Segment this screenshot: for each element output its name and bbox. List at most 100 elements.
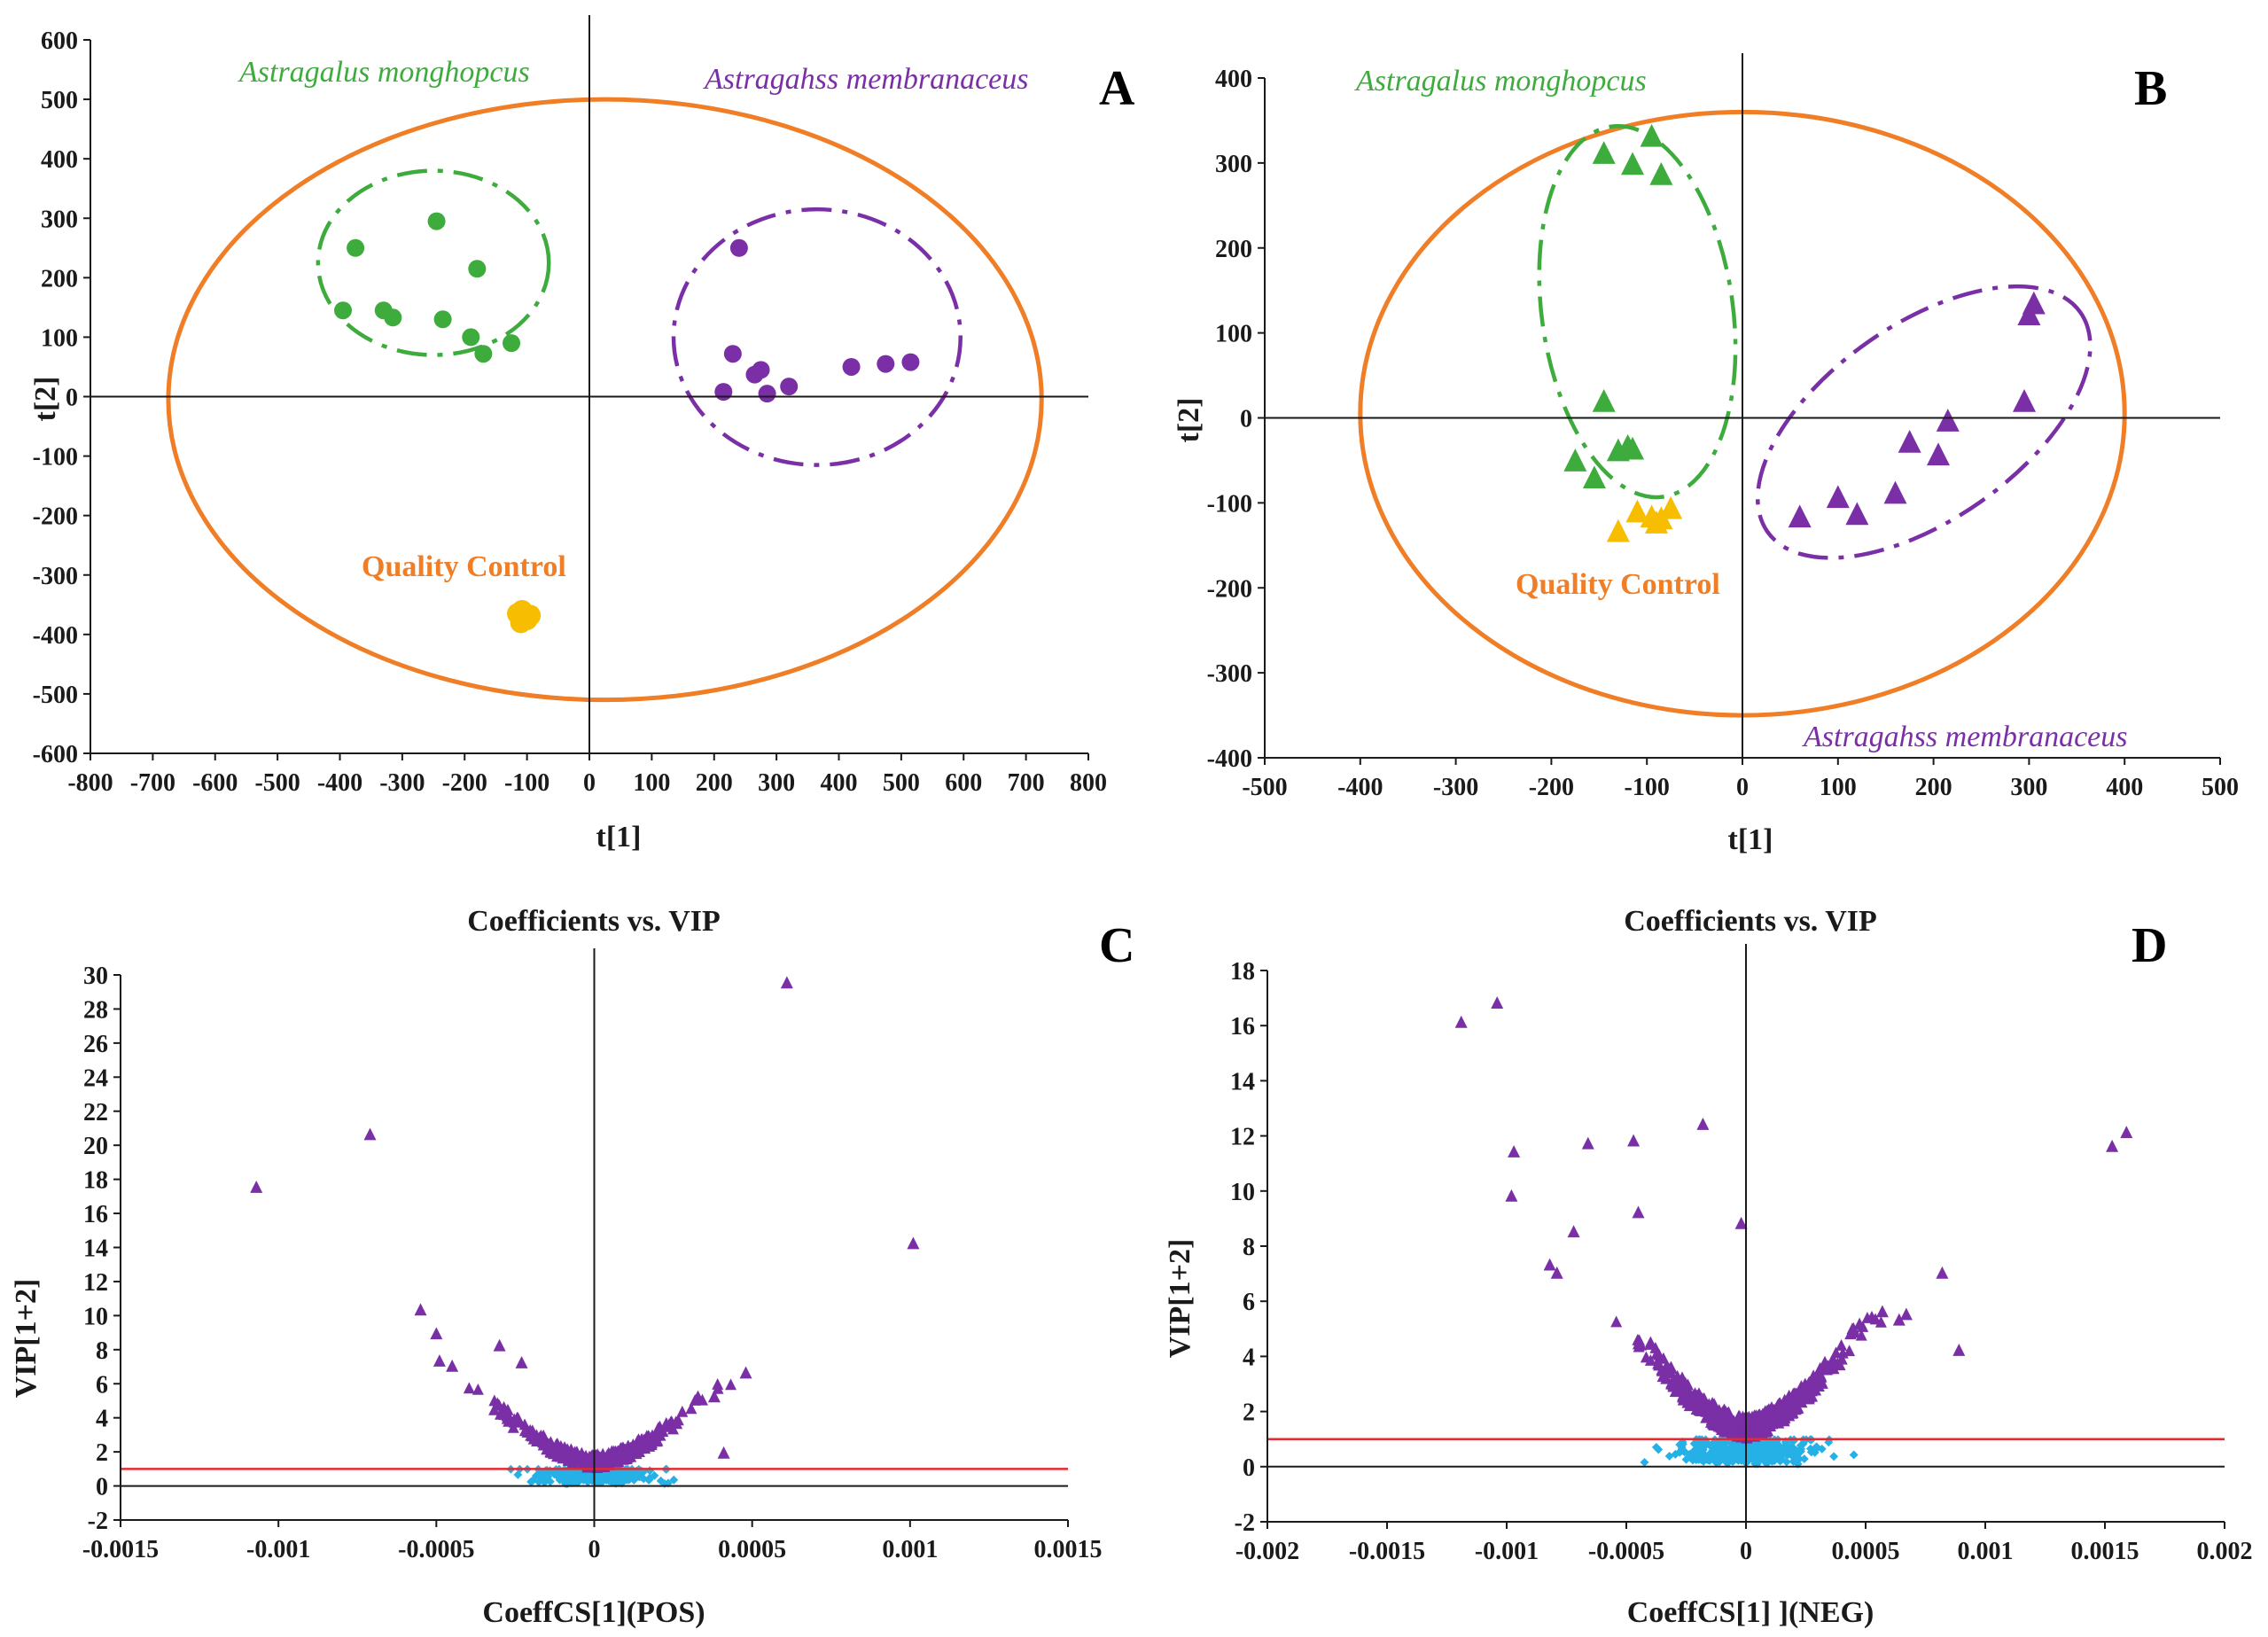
panel-A-y-tick-label: -300: [33, 563, 78, 590]
panel-C-point-purple: [633, 1446, 645, 1457]
panel-D-point-purple-outlier: [1454, 1015, 1468, 1028]
panel-B-point-green: [1592, 141, 1616, 164]
panel-D-point-purple: [1866, 1310, 1878, 1322]
panel-D-point-purple: [1814, 1361, 1827, 1374]
panel-D-point-cyan: [1776, 1454, 1786, 1463]
panel-C-x-tick-label: 0.0005: [718, 1536, 786, 1563]
panel-D-point-cyan: [1755, 1444, 1765, 1454]
panel-C-y-tick-label: 2: [96, 1439, 108, 1467]
panel-B-point-purple: [1788, 504, 1812, 528]
panel-D-point-purple: [1807, 1375, 1820, 1387]
panel-A-y-tick-label: 0: [66, 385, 78, 412]
panel-D-point-cyan: [1768, 1444, 1777, 1454]
panel-B-point-green: [1563, 448, 1587, 472]
panel-D-point-purple: [1773, 1397, 1786, 1409]
panel-C-y-tick-label: 26: [83, 1031, 108, 1058]
panel-D-x-tick-label: -0.0005: [1588, 1538, 1664, 1565]
panel-C-point-purple-outlier: [717, 1446, 730, 1459]
panel-C-point-purple: [513, 1415, 526, 1427]
panel-A-y-tick-label: -100: [33, 444, 78, 472]
panel-B-x-tick-label: -400: [1337, 774, 1383, 801]
panel-B-y-tick-label: 100: [1215, 321, 1252, 348]
panel-D-point-cyan: [1817, 1444, 1827, 1454]
panel-A-point-purple: [723, 345, 742, 363]
panel-A-x-tick-label: 300: [758, 769, 795, 797]
panel-D-point-purple: [1758, 1424, 1771, 1437]
panel-c-title: Coefficients vs. VIP: [467, 905, 721, 938]
panel-D-point-purple: [1785, 1405, 1797, 1417]
panel-C-point-purple-outlier: [430, 1327, 443, 1340]
panel-C-x-tick-label: 0: [588, 1536, 601, 1563]
panel-D-point-purple: [1789, 1398, 1801, 1410]
panel-C-point-purple-outlier: [739, 1366, 752, 1379]
panel-D-point-purple: [1765, 1407, 1778, 1420]
panel-a-letter: A: [1099, 61, 1135, 116]
panel-B-point-qc_yellow: [1606, 518, 1630, 542]
panel-D-point-cyan: [1685, 1449, 1695, 1459]
panel-A-point-purple: [780, 378, 799, 396]
panel-D-point-purple: [1874, 1315, 1887, 1328]
panel-C-point-purple: [542, 1438, 555, 1450]
panel-b-marks: [1358, 109, 2127, 718]
panel-D-point-purple-outlier: [1632, 1205, 1645, 1219]
panel-A-y-tick-label: 400: [41, 146, 78, 174]
panel-C-point-purple: [526, 1428, 538, 1440]
panel-A-y-tick-label: -600: [33, 741, 78, 768]
panel-C-point-cyan: [627, 1469, 637, 1478]
panel-C-y-tick-label: 0: [96, 1474, 108, 1501]
panel-C-point-cyan: [643, 1475, 653, 1485]
panel-C-point-purple-outlier: [493, 1338, 506, 1352]
panel-D-y-tick-label: 2: [1243, 1399, 1255, 1427]
panel-C-point-purple-outlier: [446, 1359, 459, 1372]
panel-b-group-label-green: Astragalus monghopcus: [1354, 65, 1647, 97]
panel-D-point-purple-outlier: [1627, 1134, 1641, 1147]
panel-D-point-purple: [1835, 1338, 1848, 1351]
panel-d-y-axis-label: VIP[1+2]: [1164, 1239, 1196, 1359]
panel-a-qc-label: Quality Control: [362, 550, 566, 583]
panel-B-point-purple: [1845, 502, 1869, 526]
panel-D-point-purple-outlier: [1899, 1307, 1913, 1321]
panel-D-point-cyan: [1687, 1455, 1697, 1465]
panel-C-point-cyan: [566, 1472, 576, 1482]
panel-D-point-purple: [1679, 1384, 1691, 1396]
panel-D-x-tick-label: 0.002: [2197, 1538, 2253, 1565]
panel-C-y-tick-label: 10: [83, 1303, 108, 1330]
panel-D-point-purple: [1853, 1317, 1866, 1329]
panel-d-title: Coefficients vs. VIP: [1624, 905, 1877, 938]
panel-D-y-tick-label: 14: [1230, 1068, 1255, 1095]
panel-B-point-purple: [1883, 480, 1907, 504]
panel-D-point-purple: [1799, 1380, 1812, 1392]
panel-c-letter: C: [1099, 918, 1134, 973]
panel-C-point-purple: [613, 1446, 626, 1458]
panel-D-point-cyan: [1675, 1447, 1685, 1457]
panel-A-x-tick-label: -500: [254, 769, 300, 797]
panel-D-point-purple: [1633, 1340, 1645, 1352]
panel-A-point-purple: [758, 385, 776, 403]
panel-B-x-tick-label: 500: [2202, 774, 2239, 801]
panel-D-point-purple-outlier: [2106, 1139, 2119, 1152]
panel-D-point-purple: [1819, 1355, 1831, 1368]
panel-D-x-tick-label: 0.001: [1958, 1538, 2014, 1565]
panel-B-point-qc_yellow: [1625, 499, 1649, 523]
panel-B-y-tick-label: 400: [1215, 66, 1252, 93]
panel-a-ticks: -600 -500 -400 -300 -200 -100 0 100 200 300 400 500…: [33, 15, 1107, 797]
panel-C-y-tick-label: 6: [96, 1371, 108, 1399]
panel-A-y-tick-label: 600: [41, 27, 78, 55]
panel-C-point-purple-outlier: [250, 1181, 263, 1193]
panel-C-point-purple: [725, 1378, 737, 1391]
panel-D-point-purple: [1721, 1407, 1734, 1420]
panel-B-y-tick-label: 0: [1240, 406, 1252, 433]
panel-D-point-purple-outlier: [1491, 996, 1504, 1009]
panel-B-x-tick-label: 400: [2106, 774, 2143, 801]
panel-D-x-tick-label: -0.0015: [1349, 1538, 1425, 1565]
panel-A-point-purple: [842, 357, 861, 376]
panel-A-x-tick-label: 200: [696, 769, 733, 797]
panel-D-point-cyan: [1763, 1456, 1773, 1465]
panel-C-point-purple: [660, 1416, 673, 1429]
panel-D-point-purple-outlier: [1696, 1117, 1710, 1130]
panel-C-point-purple: [463, 1382, 475, 1394]
panel-C-point-purple: [712, 1382, 724, 1394]
